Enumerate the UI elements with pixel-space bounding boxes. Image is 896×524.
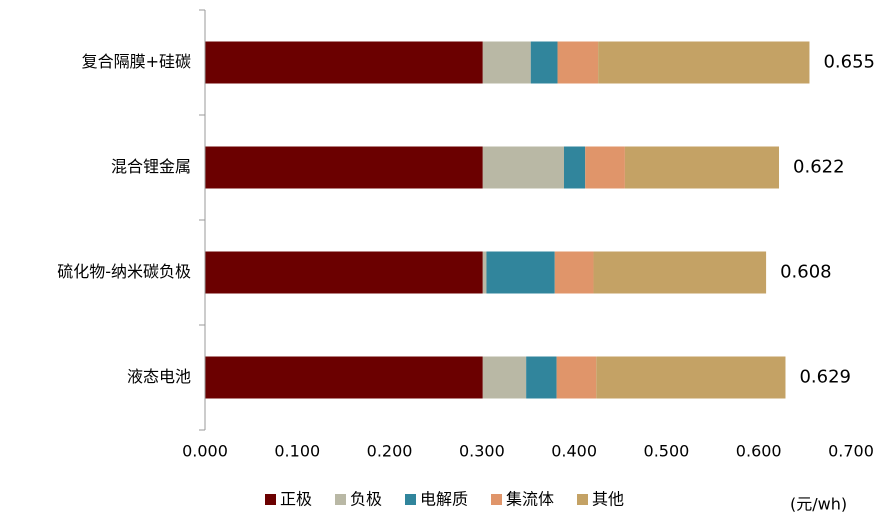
legend-swatch xyxy=(265,494,276,505)
x-axis-unit: (元/wh) xyxy=(790,495,847,514)
total-label: 0.655 xyxy=(823,52,875,73)
bar-segment xyxy=(563,146,586,189)
bar-segment xyxy=(482,251,487,294)
bar-segment xyxy=(205,251,483,294)
y-tick-label: 复合隔膜+硅碳 xyxy=(82,52,191,71)
total-label: 0.629 xyxy=(799,367,851,388)
y-tick-label: 混合锂金属 xyxy=(111,157,191,176)
legend-label: 负极 xyxy=(350,490,382,509)
bar-segment xyxy=(205,146,483,189)
x-tick-label: 0.400 xyxy=(551,442,597,461)
bar-segment xyxy=(624,146,780,189)
bar-segment xyxy=(205,41,483,84)
legend-swatch xyxy=(577,494,588,505)
bar-segment xyxy=(205,356,483,399)
bar-segment xyxy=(598,41,810,84)
bar-segment xyxy=(530,41,558,84)
bar-segment xyxy=(593,251,767,294)
y-tick-label: 液态电池 xyxy=(127,367,191,386)
bar-segment xyxy=(596,356,786,399)
total-label: 0.608 xyxy=(780,262,832,283)
bar-segment xyxy=(526,356,557,399)
legend-label: 集流体 xyxy=(506,490,554,509)
bar-segment xyxy=(482,356,527,399)
bar-segment xyxy=(486,251,555,294)
legend-swatch xyxy=(491,494,502,505)
y-tick-label: 硫化物-纳米碳负极 xyxy=(57,262,191,281)
total-label: 0.622 xyxy=(793,157,845,178)
x-tick-label: 0.600 xyxy=(736,442,782,461)
legend-label: 其他 xyxy=(592,490,624,509)
bar-segment xyxy=(556,356,597,399)
bar-segment xyxy=(482,146,564,189)
legend-swatch xyxy=(405,494,416,505)
bar-segment xyxy=(554,251,594,294)
legend-label: 正极 xyxy=(280,490,312,509)
x-tick-label: 0.500 xyxy=(644,442,690,461)
x-tick-label: 0.200 xyxy=(367,442,413,461)
x-tick-label: 0.100 xyxy=(274,442,320,461)
x-tick-label: 0.000 xyxy=(182,442,228,461)
legend-label: 电解质 xyxy=(420,490,468,509)
legend-swatch xyxy=(335,494,346,505)
bar-segment xyxy=(557,41,599,84)
bar-segment xyxy=(482,41,531,84)
bar-segment xyxy=(585,146,625,189)
x-tick-label: 0.300 xyxy=(459,442,505,461)
x-tick-label: 0.700 xyxy=(828,442,874,461)
